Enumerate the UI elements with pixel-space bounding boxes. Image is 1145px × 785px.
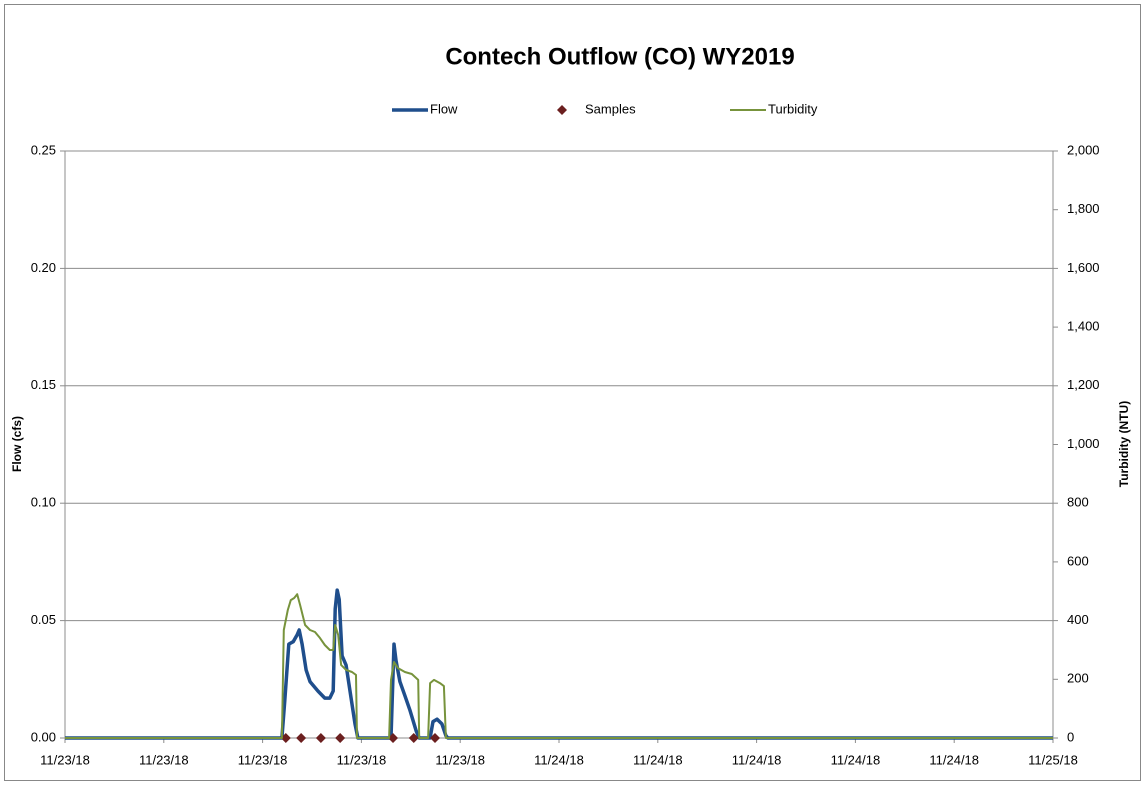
x-tick-label: 11/23/18 [435,752,485,767]
sample-marker [335,733,346,743]
x-tick-label: 11/24/18 [929,752,979,767]
sample-marker [430,733,441,743]
x-tick-label: 11/24/18 [633,752,683,767]
sample-marker [315,733,326,743]
legend-swatch [557,105,567,115]
chart-border [4,4,1141,781]
sample-marker [408,733,419,743]
y2-tick-label: 1,800 [1067,201,1100,216]
y-tick-label: 0.10 [31,495,56,510]
x-tick-label: 11/23/18 [238,752,288,767]
y-tick-label: 0.00 [31,729,56,744]
y-tick-label: 0.25 [31,142,56,157]
legend-label: Turbidity [768,101,818,116]
sample-marker [280,733,291,743]
y2-tick-label: 2,000 [1067,142,1100,157]
series-line [65,593,1053,739]
y2-tick-label: 0 [1067,729,1074,744]
y2-axis-title: Turbidity (NTU) [1117,401,1131,487]
x-tick-label: 11/24/18 [534,752,584,767]
sample-marker [296,733,307,743]
y-tick-label: 0.20 [31,260,56,275]
x-tick-label: 11/24/18 [831,752,881,767]
y2-tick-label: 1,000 [1067,436,1100,451]
y2-tick-label: 800 [1067,495,1089,510]
x-tick-label: 11/24/18 [732,752,782,767]
x-tick-label: 11/23/18 [139,752,189,767]
legend-label: Flow [430,101,458,116]
y2-tick-label: 1,600 [1067,260,1100,275]
y-tick-label: 0.15 [31,377,56,392]
y2-tick-label: 200 [1067,671,1089,686]
y-axis-title: Flow (cfs) [10,416,24,472]
y-tick-label: 0.05 [31,612,56,627]
chart-title: Contech Outflow (CO) WY2019 [445,43,794,70]
y2-tick-label: 1,200 [1067,377,1100,392]
sample-marker [388,733,399,743]
y2-tick-label: 1,400 [1067,319,1100,334]
x-tick-label: 11/23/18 [337,752,387,767]
y2-tick-label: 400 [1067,612,1089,627]
x-tick-label: 11/25/18 [1028,752,1078,767]
legend-label: Samples [585,101,636,116]
x-tick-label: 11/23/18 [40,752,90,767]
y2-tick-label: 600 [1067,553,1089,568]
